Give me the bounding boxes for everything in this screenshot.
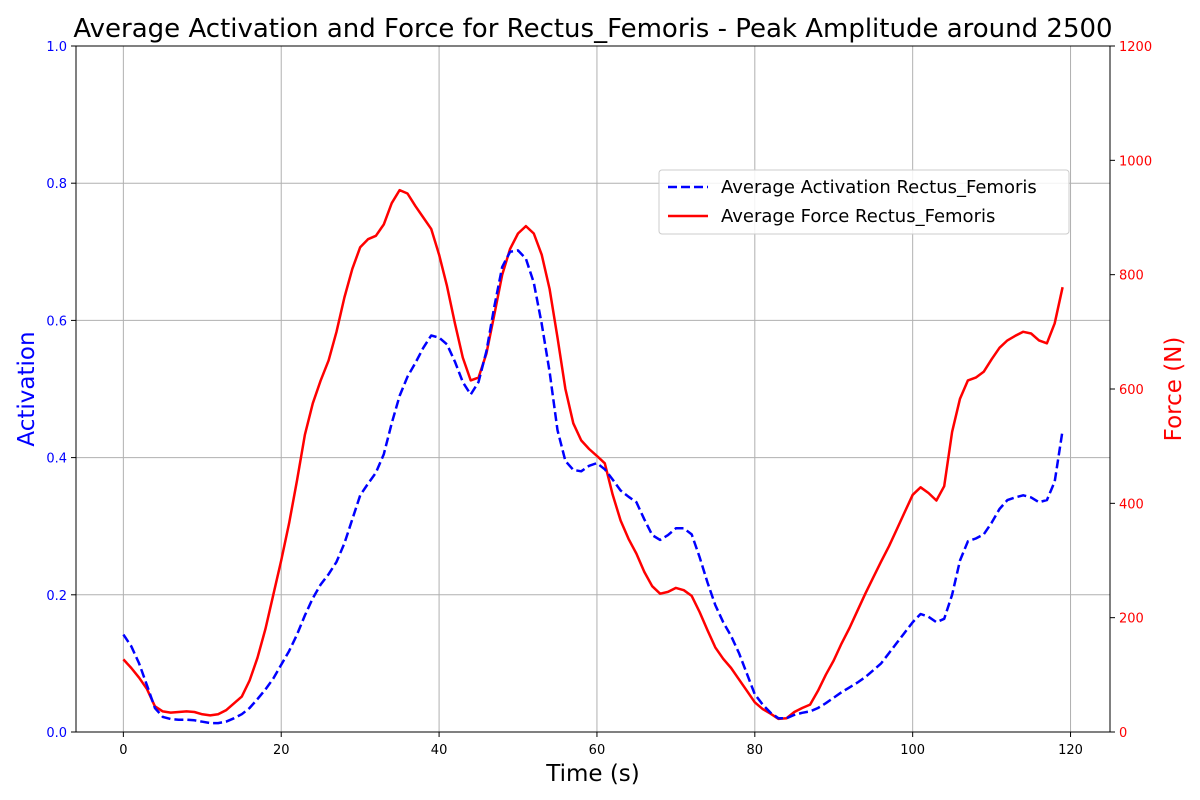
x-tick-label: 120 bbox=[1058, 743, 1083, 758]
y-left-tick-label: 1.0 bbox=[46, 40, 67, 55]
y-right-tick-label: 1000 bbox=[1119, 154, 1152, 169]
x-axis-label: Time (s) bbox=[545, 761, 640, 787]
y-axis-left: 0.0 0.2 0.4 0.6 0.8 1.0 bbox=[46, 40, 76, 741]
legend: Average Activation Rectus_Femoris Averag… bbox=[658, 169, 1070, 235]
y-right-tick-label: 0 bbox=[1119, 726, 1127, 741]
y-axis-right: 0 200 400 600 800 1000 1200 bbox=[1110, 40, 1152, 741]
y-left-tick-label: 0.2 bbox=[46, 589, 67, 604]
y-left-tick-label: 0.6 bbox=[46, 314, 67, 329]
legend-label-activation: Average Activation Rectus_Femoris bbox=[721, 177, 1037, 198]
x-tick-label: 40 bbox=[431, 743, 448, 758]
y-left-tick-label: 0.4 bbox=[46, 452, 67, 467]
x-axis: 0 20 40 60 80 100 120 bbox=[119, 732, 1083, 758]
x-tick-label: 20 bbox=[273, 743, 290, 758]
legend-label-force: Average Force Rectus_Femoris bbox=[721, 206, 995, 227]
y-right-tick-label: 800 bbox=[1119, 269, 1144, 284]
y-right-tick-label: 200 bbox=[1119, 612, 1144, 627]
series-lines bbox=[122, 188, 1064, 725]
y-right-tick-label: 600 bbox=[1119, 383, 1144, 398]
activation-series-line bbox=[122, 249, 1064, 725]
y-right-tick-label: 400 bbox=[1119, 497, 1144, 512]
force-series-line bbox=[122, 188, 1064, 721]
chart-title: Average Activation and Force for Rectus_… bbox=[73, 14, 1112, 44]
x-tick-label: 100 bbox=[900, 743, 925, 758]
y-axis-left-label: Activation bbox=[14, 331, 40, 446]
y-left-tick-label: 0.0 bbox=[46, 726, 67, 741]
x-tick-label: 60 bbox=[589, 743, 606, 758]
x-tick-label: 80 bbox=[747, 743, 764, 758]
y-left-tick-label: 0.8 bbox=[46, 177, 67, 192]
y-right-tick-label: 1200 bbox=[1119, 40, 1152, 55]
y-axis-right-label: Force (N) bbox=[1161, 337, 1187, 442]
x-tick-label: 0 bbox=[119, 743, 127, 758]
legend-box bbox=[658, 169, 1070, 235]
